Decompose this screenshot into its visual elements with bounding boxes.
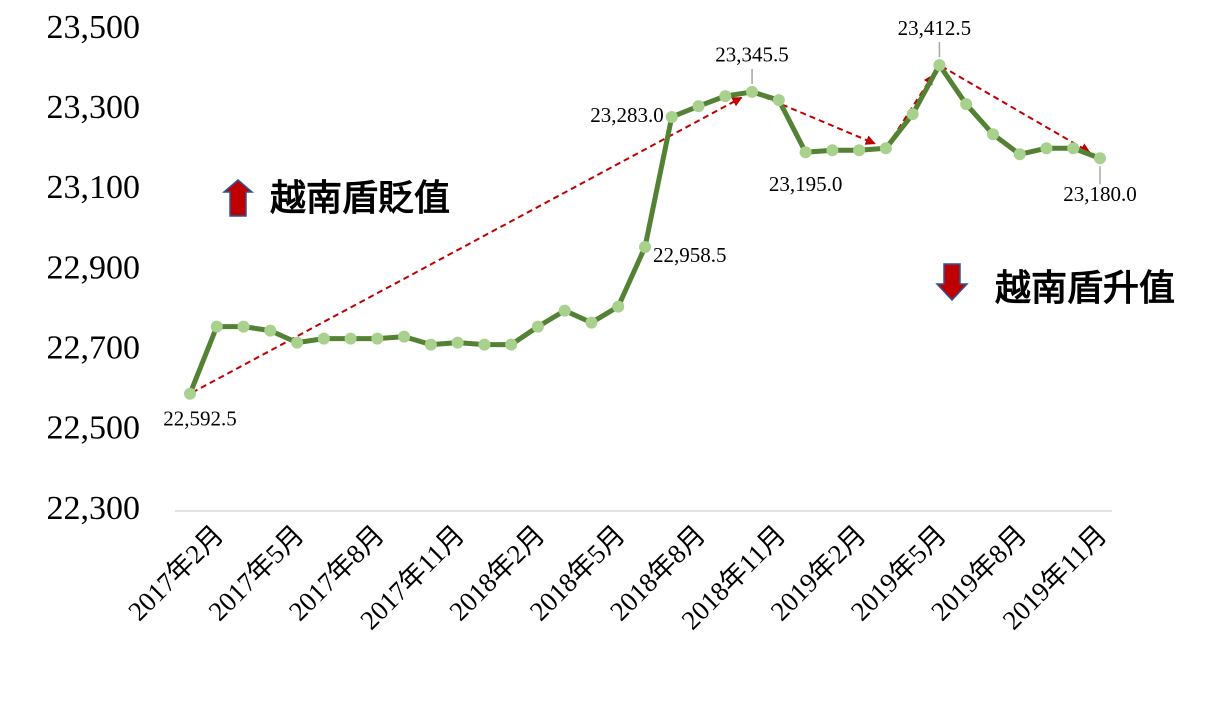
- marker: [799, 146, 812, 159]
- marker: [772, 94, 785, 107]
- marker: [585, 316, 598, 329]
- marker: [746, 85, 759, 98]
- marker: [933, 59, 946, 72]
- marker: [906, 108, 919, 121]
- y-tick-label: 23,500: [47, 9, 141, 46]
- annotation: 越南盾貶值: [270, 178, 450, 219]
- y-tick-label: 22,700: [47, 329, 141, 366]
- marker: [639, 241, 651, 254]
- marker: [986, 128, 999, 141]
- y-tick-label: 22,900: [47, 249, 141, 286]
- marker: [1013, 148, 1026, 161]
- data-label: 23,195.0: [769, 172, 843, 196]
- marker: [210, 320, 223, 333]
- y-tick-label: 22,500: [47, 410, 141, 447]
- data-label: 23,283.0: [590, 103, 664, 127]
- y-tick-label: 23,100: [47, 169, 141, 206]
- marker: [692, 100, 705, 113]
- marker: [960, 98, 973, 111]
- marker: [1094, 152, 1106, 165]
- marker: [505, 338, 518, 351]
- marker: [1067, 142, 1080, 155]
- marker: [558, 304, 571, 317]
- marker: [371, 332, 384, 345]
- up-arrow-icon: [935, 263, 969, 302]
- trend-arrow: [940, 65, 1091, 154]
- data-label: 22,958.5: [653, 243, 727, 267]
- marker: [317, 332, 330, 345]
- y-tick-label: 22,300: [47, 490, 141, 527]
- marker: [531, 320, 544, 333]
- marker: [826, 144, 839, 157]
- marker: [184, 387, 196, 400]
- marker: [237, 320, 250, 333]
- data-label: 23,412.5: [898, 16, 972, 40]
- data-label: 23,345.5: [715, 43, 789, 67]
- annotation: 越南盾升值: [995, 268, 1175, 309]
- data-label: 23,180.0: [1063, 182, 1137, 206]
- data-label: 22,592.5: [163, 407, 237, 431]
- marker: [264, 324, 277, 337]
- marker: [1040, 142, 1053, 155]
- marker: [879, 142, 892, 155]
- marker: [344, 332, 357, 345]
- marker: [451, 336, 464, 349]
- marker: [291, 336, 304, 349]
- marker: [424, 338, 437, 351]
- marker: [612, 300, 625, 313]
- marker: [665, 110, 678, 123]
- marker: [719, 90, 732, 103]
- marker: [478, 338, 491, 351]
- marker: [398, 330, 411, 343]
- y-tick-label: 23,300: [47, 89, 141, 126]
- marker: [853, 144, 866, 157]
- trend-arrow: [191, 96, 743, 394]
- down-arrow-icon: [221, 179, 255, 217]
